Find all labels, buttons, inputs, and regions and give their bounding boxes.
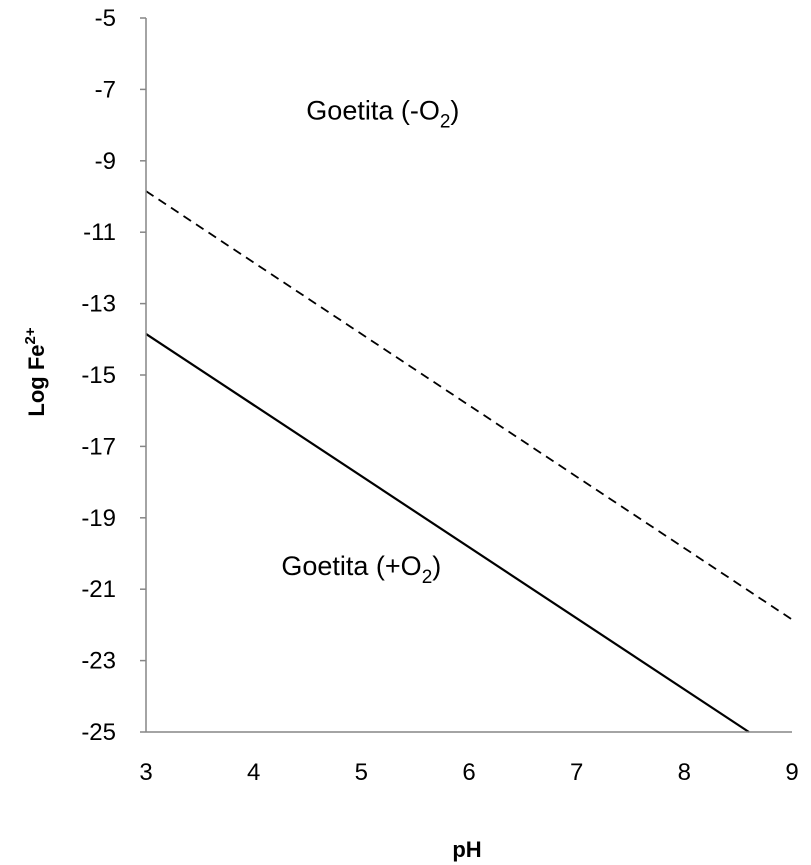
x-tick-label: 7	[570, 759, 583, 786]
annotations: Goetita (-O2) Goetita (+O2)	[281, 96, 459, 588]
axes	[140, 17, 792, 733]
y-tick-label: -7	[95, 76, 116, 103]
y-tick-label: -23	[81, 648, 116, 675]
y-tick-label: -25	[81, 719, 116, 746]
y-tick-label: -19	[81, 505, 116, 532]
x-tick-label: 4	[247, 759, 260, 786]
y-tick-label: -11	[83, 219, 116, 246]
tick-labels: 3 4 5 6 7 8 9 -5 -7 -9 -11 -13 -15 -17 -19 -21 -23 -25	[81, 5, 798, 786]
series-line-dashed	[145, 190, 793, 621]
annotation-upper: Goetita (-O2)	[306, 96, 459, 133]
x-tick-label: 8	[678, 759, 691, 786]
y-tick-label: -13	[81, 291, 116, 318]
x-tick-label: 6	[462, 759, 475, 786]
annotation-lower: Goetita (+O2)	[281, 551, 441, 588]
y-tick-label: -5	[95, 5, 116, 32]
x-axis-label: pH	[452, 837, 481, 862]
x-tick-label: 5	[355, 759, 368, 786]
y-tick-label: -9	[95, 148, 116, 175]
y-axis-label: Log Fe2+	[22, 327, 49, 416]
plot-lines	[145, 190, 793, 733]
x-tick-label: 9	[785, 759, 798, 786]
x-tick-label: 3	[139, 759, 152, 786]
y-tick-label: -21	[81, 576, 116, 603]
y-tick-label: -15	[81, 362, 116, 389]
y-tick-label: -17	[81, 433, 116, 460]
series-line-solid	[145, 332, 750, 733]
